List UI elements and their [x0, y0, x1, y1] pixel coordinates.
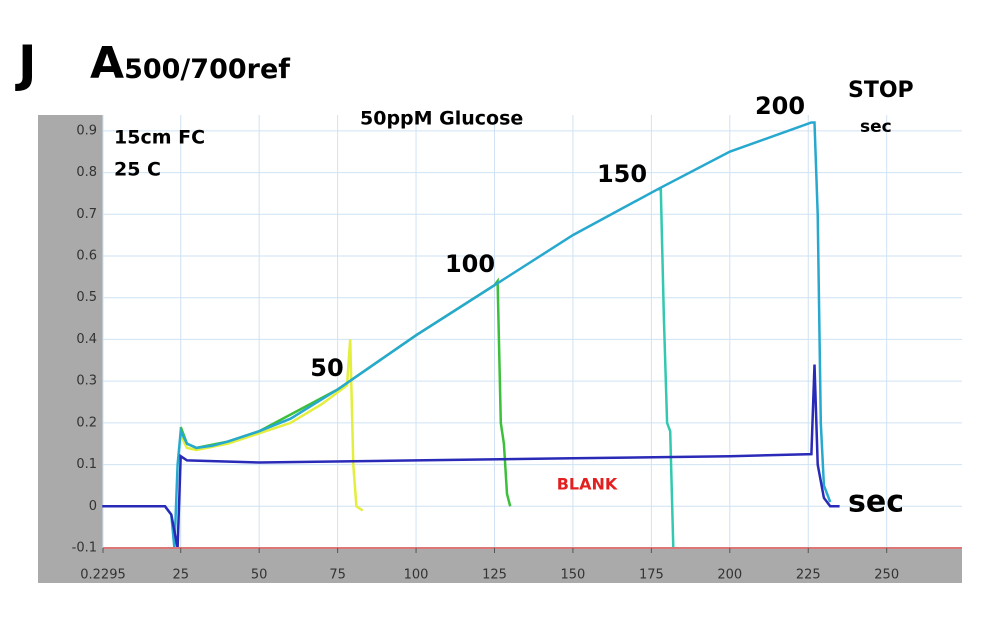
- frame: [38, 115, 103, 583]
- subtitle: 50ppM Glucose: [360, 108, 523, 130]
- x-tick-label: 125: [482, 568, 507, 583]
- chart-title: A500/700ref: [90, 38, 291, 89]
- series-label: BLANK: [557, 475, 618, 494]
- panel-label: J: [18, 35, 37, 93]
- y-tick-label: 0.5: [76, 290, 97, 305]
- x-tick-label: 50: [251, 568, 268, 583]
- series-label: 150: [597, 160, 647, 188]
- y-tick-label: 0.7: [76, 207, 97, 222]
- x-tick-label: 100: [404, 568, 429, 583]
- x-tick-label: 25: [172, 568, 189, 583]
- x-tick-label: 200: [717, 568, 742, 583]
- series-label: 200: [755, 92, 805, 120]
- annotation: sec: [860, 117, 892, 137]
- y-tick-label: 0: [89, 499, 97, 514]
- y-tick-label: 0.4: [76, 332, 97, 347]
- x-tick-label: 150: [561, 568, 586, 583]
- y-tick-label: 0.1: [76, 457, 97, 472]
- x-tick-label: 75: [329, 568, 346, 583]
- x-axis-label: sec: [848, 485, 904, 520]
- x-tick-label: 225: [796, 568, 821, 583]
- data-line: [102, 121, 832, 549]
- annotation: 25 C: [114, 159, 161, 181]
- annotation: 15cm FC: [114, 127, 205, 149]
- y-tick-label: 0.9: [76, 123, 97, 138]
- plot-area: [103, 115, 962, 548]
- frame: [38, 548, 962, 583]
- x-tick-label: 175: [639, 568, 664, 583]
- series-label: 50: [310, 354, 343, 382]
- y-tick-label: 0.8: [76, 165, 97, 180]
- y-tick-label: 0.6: [76, 248, 97, 263]
- data-line: [102, 364, 840, 549]
- y-tick-label: -0.1: [72, 541, 97, 556]
- data-line: [179, 339, 364, 512]
- y-tick-label: 0.3: [76, 374, 97, 389]
- y-tick-label: 0.2: [76, 415, 97, 430]
- annotation: STOP: [848, 78, 914, 103]
- x-tick-label: 250: [874, 568, 899, 583]
- x-tick-label: 0.2295: [80, 568, 126, 583]
- series-label: 100: [445, 250, 495, 278]
